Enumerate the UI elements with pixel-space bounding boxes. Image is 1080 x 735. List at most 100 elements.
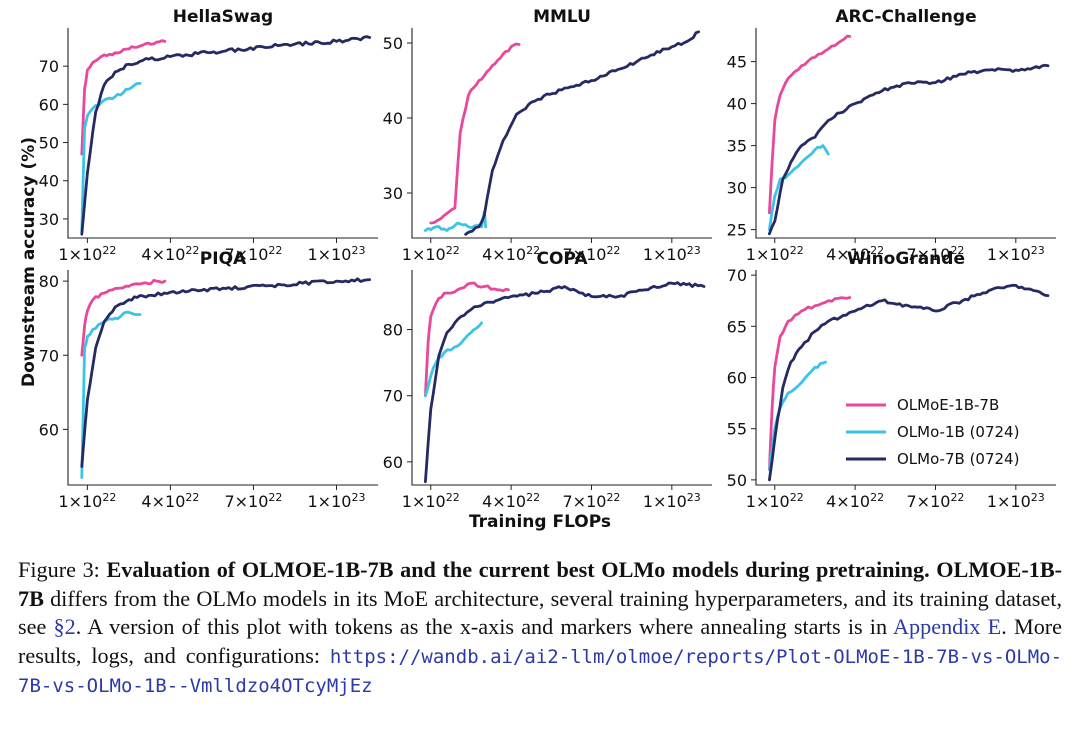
- panel-title: ARC-Challenge: [835, 7, 976, 27]
- x-tick-label: 1×1022: [746, 491, 804, 511]
- series-line-olmoe-1b-7b: [80, 39, 167, 156]
- x-tick-label: 1×1023: [987, 491, 1045, 511]
- y-tick-label: 55: [727, 420, 747, 439]
- legend-label-olmo-1b-0724: OLMo-1B (0724): [897, 423, 1019, 441]
- x-tick-label: 4×1022: [141, 244, 199, 264]
- x-tick-label: 1×1023: [308, 244, 366, 264]
- y-tick-label: 80: [383, 321, 403, 340]
- figure-caption: Figure 3: Evaluation of OLMOE-1B-7B and …: [18, 556, 1062, 701]
- wandb-report-link[interactable]: https://wandb.ai/ai2-llm/olmoe/reports/P…: [18, 645, 1063, 698]
- panel-copa: COPA 80 70 60 1×1022 4×1022 7×1022 1×1023: [383, 249, 712, 511]
- chart-panels: HellaSwag 70 60 50 40 30 1×1022 4×1022 7×1022 1×1…: [39, 7, 1056, 511]
- x-tick-label: 4×1022: [482, 491, 540, 511]
- y-tick-label: 40: [383, 109, 403, 128]
- y-tick-label: 65: [727, 317, 747, 336]
- series-line-olmoe-1b-7b: [768, 296, 852, 471]
- x-tick-label: 1×1023: [643, 491, 701, 511]
- y-tick-label: 50: [383, 34, 403, 53]
- legend-label-olmoe-1b-7b: OLMoE-1B-7B: [897, 396, 999, 414]
- series-line-olmoe-1b-7b: [424, 281, 510, 398]
- y-tick-label: 60: [39, 420, 59, 439]
- series-line-olmoe-1b-7b: [80, 278, 167, 357]
- y-tick-label: 30: [727, 179, 747, 198]
- x-tick-label: 7×1022: [906, 491, 964, 511]
- series-line-olmo-1b-0724: [80, 82, 142, 232]
- x-tick-label: 7×1022: [224, 491, 282, 511]
- panel-title: PIQA: [200, 249, 247, 269]
- x-tick-label: 1×1022: [58, 491, 116, 511]
- series-line-olmo-1b-0724: [80, 310, 142, 479]
- axis-spines: [411, 270, 712, 486]
- x-tick-label: 7×1022: [562, 491, 620, 511]
- series-line-olmo-1b-0724: [424, 210, 488, 232]
- caption-text-2: . A version of this plot with tokens as …: [75, 614, 888, 640]
- section-link[interactable]: §2: [53, 614, 76, 640]
- y-tick-label: 45: [727, 53, 747, 72]
- panel-title: COPA: [537, 249, 589, 269]
- series-line-olmo-7b-0724: [424, 281, 706, 484]
- y-tick-label: 70: [383, 387, 403, 406]
- series-line-olmo-7b-0724: [768, 63, 1050, 236]
- panel-title: WinoGrande: [847, 249, 965, 269]
- y-tick-label: 80: [39, 272, 59, 291]
- y-tick-label: 50: [727, 471, 747, 490]
- x-axis-label: Training FLOPs: [469, 512, 611, 532]
- legend-label-olmo-7b-0724: OLMo-7B (0724): [897, 450, 1019, 468]
- legend: OLMoE-1B-7B OLMo-1B (0724) OLMo-7B (0724): [846, 396, 1019, 468]
- x-tick-label: 7×1022: [224, 244, 282, 264]
- series-line-olmoe-1b-7b: [429, 42, 521, 225]
- x-tick-label: 4×1022: [826, 244, 884, 264]
- x-tick-label: 1×1022: [402, 491, 460, 511]
- y-tick-label: 70: [39, 57, 59, 76]
- axis-spines: [411, 28, 712, 239]
- axis-spines: [67, 28, 378, 239]
- series-line-olmo-7b-0724: [768, 283, 1050, 482]
- x-tick-label: 1×1022: [58, 244, 116, 264]
- y-tick-label: 60: [383, 453, 403, 472]
- axis-spines: [755, 270, 1056, 486]
- x-tick-label: 1×1023: [987, 244, 1045, 264]
- panel-title: MMLU: [533, 7, 591, 27]
- y-tick-label: 60: [39, 95, 59, 114]
- y-tick-label: 70: [39, 346, 59, 365]
- panel-title: HellaSwag: [173, 7, 273, 27]
- caption-text-1: differs from the OLMo models in its MoE …: [18, 585, 1063, 640]
- axis-spines: [67, 270, 378, 486]
- panel-hellaswag: HellaSwag 70 60 50 40 30 1×1022 4×1022 7×1022 1×1…: [39, 7, 378, 264]
- x-tick-label: 4×1022: [482, 244, 540, 264]
- panel-mmlu: MMLU 50 40 30 1×1022 4×1022 7×1022 1×1023: [383, 7, 712, 264]
- x-tick-label: 1×1023: [308, 491, 366, 511]
- caption-bold-title: Evaluation of OLMOE-1B-7B and the curren…: [106, 557, 930, 582]
- x-tick-label: 7×1022: [562, 244, 620, 264]
- y-tick-label: 30: [383, 184, 403, 203]
- series-line-olmo-7b-0724: [80, 35, 372, 236]
- x-tick-label: 1×1022: [402, 244, 460, 264]
- series-line-olmo-1b-0724: [768, 144, 830, 231]
- y-tick-label: 60: [727, 369, 747, 388]
- x-tick-label: 4×1022: [141, 491, 199, 511]
- panel-piqa: PIQA 80 70 60 1×1022 4×1022 7×1022 1×1023: [39, 249, 378, 511]
- figure-3-chart-grid: HellaSwag 70 60 50 40 30 1×1022 4×1022 7×1022 1×1…: [19, 7, 1056, 532]
- x-tick-label: 4×1022: [826, 491, 884, 511]
- y-axis-label: Downstream accuracy (%): [19, 137, 39, 387]
- x-tick-label: 1×1022: [746, 244, 804, 264]
- panel-arc-challenge: ARC-Challenge 45 40 35 30 25 1×1022 4×1022 7×102…: [727, 7, 1056, 264]
- y-tick-label: 25: [727, 221, 747, 240]
- caption-text-3: . More results, logs, and configurations…: [18, 614, 1063, 668]
- y-tick-label: 30: [39, 210, 59, 229]
- x-tick-label: 7×1022: [906, 244, 964, 264]
- y-tick-label: 35: [727, 137, 747, 156]
- y-tick-label: 40: [39, 172, 59, 191]
- x-tick-label: 1×1023: [643, 244, 701, 264]
- y-tick-label: 50: [39, 134, 59, 153]
- panel-winogrande: WinoGrande 70 65 60 55 501×1022 4×1022 7×1022 1×…: [727, 249, 1056, 511]
- series-line-olmo-7b-0724: [80, 277, 372, 468]
- caption-label: Figure 3:: [18, 557, 100, 582]
- caption-model-name: OLMOE-1B-7B: [18, 557, 1063, 611]
- series-line-olmo-7b-0724: [464, 30, 700, 236]
- y-tick-label: 40: [727, 95, 747, 114]
- series-line-olmo-1b-0724: [424, 321, 483, 398]
- series-line-olmoe-1b-7b: [768, 34, 852, 215]
- axis-spines: [755, 28, 1056, 239]
- appendix-link[interactable]: Appendix E: [893, 614, 1002, 640]
